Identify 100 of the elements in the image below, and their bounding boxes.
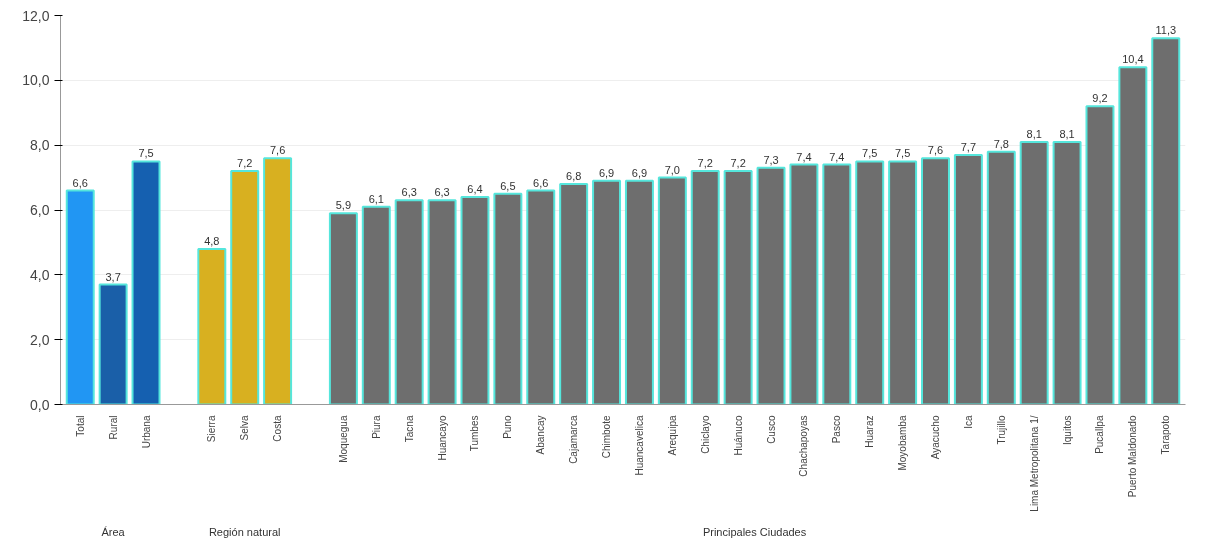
x-tick-label: Puno: [502, 415, 514, 439]
bar: [394, 199, 424, 405]
data-label: 7,2: [237, 157, 253, 170]
bar: [131, 160, 161, 405]
x-tick-label: Sierra: [206, 415, 218, 443]
y-tick-label: 8,0: [30, 137, 50, 154]
data-label: 10,4: [1122, 53, 1144, 66]
x-tick-label: Tacna: [403, 415, 415, 443]
data-label: 7,5: [138, 147, 154, 160]
data-label: 7,5: [862, 147, 878, 160]
data-label: 6,8: [566, 170, 582, 183]
x-tick-label: Urbana: [140, 415, 152, 449]
data-label: 6,3: [434, 186, 450, 199]
bar: [230, 170, 260, 405]
x-tick-label: Huánuco: [732, 415, 744, 456]
bar: [1118, 66, 1148, 405]
data-label: 5,9: [335, 199, 352, 212]
data-label: 6,4: [467, 183, 483, 196]
bar: [263, 157, 293, 405]
data-label: 11,3: [1155, 24, 1177, 37]
bar: [789, 163, 819, 405]
bar: [624, 179, 654, 405]
data-label: 6,9: [598, 166, 615, 179]
bar: [65, 189, 95, 405]
x-tick-label: Chimbote: [601, 415, 613, 459]
x-tick-label: Total: [74, 415, 86, 437]
bar: [427, 199, 457, 405]
x-tick-label: Cusco: [765, 415, 777, 444]
bar: [953, 153, 983, 405]
data-label: 3,7: [105, 270, 121, 283]
data-label: 7,2: [697, 157, 713, 170]
x-tick-label: Piura: [370, 415, 382, 439]
y-tick-label: 4,0: [30, 266, 50, 283]
x-tick-label: Abancay: [535, 415, 547, 455]
data-label: 9,2: [1092, 92, 1108, 105]
data-label: 7,8: [993, 137, 1009, 150]
data-label: 7,2: [730, 157, 746, 170]
bar: [921, 157, 950, 405]
bar: [986, 150, 1016, 405]
y-tick-label: 0,0: [30, 396, 50, 413]
x-tick-label: Moquegua: [337, 415, 349, 463]
data-label: 7,0: [664, 163, 680, 176]
data-label: 7,7: [960, 140, 977, 153]
x-tick-label: Arequipa: [666, 415, 678, 456]
y-tick-label: 2,0: [30, 331, 50, 348]
bar: [328, 212, 358, 405]
y-tick-label: 12,0: [22, 7, 50, 24]
x-tick-label: Iquitos: [1061, 415, 1073, 445]
bar: [1052, 140, 1082, 405]
x-tick-label: Rural: [107, 415, 119, 440]
bar: [756, 166, 786, 405]
x-tick-label: Tarapoto: [1160, 415, 1172, 455]
text: Área: [101, 525, 126, 538]
data-label: 6,6: [72, 176, 88, 189]
bar: [1151, 37, 1181, 405]
data-label: 7,4: [829, 150, 845, 163]
data-label: 7,5: [894, 147, 911, 160]
data-label: 7,6: [269, 144, 286, 157]
bar: [493, 192, 523, 405]
x-tick-label: Tumbes: [469, 415, 481, 452]
data-label: 7,4: [796, 150, 812, 163]
data-label: 6,5: [500, 179, 516, 192]
bar: [1019, 140, 1049, 405]
bar: [723, 170, 753, 405]
bar: [197, 247, 227, 405]
bar: [526, 189, 556, 405]
data-label: 8,1: [1026, 127, 1042, 140]
data-label: 6,1: [368, 192, 384, 205]
bar: [657, 176, 687, 405]
x-tick-label: Chachapoyas: [798, 415, 810, 477]
data-label: 6,3: [401, 186, 417, 199]
x-tick-label: Pasco: [831, 415, 843, 444]
bar: [592, 179, 622, 405]
bar: [822, 163, 852, 405]
bar: [98, 283, 128, 405]
data-label: 4,8: [204, 234, 220, 247]
x-tick-label: Puerto Maldonado: [1127, 415, 1139, 498]
bar: [559, 183, 589, 405]
bar: [1085, 105, 1115, 405]
y-tick-label: 10,0: [22, 72, 50, 89]
x-tick-label: Ica: [962, 415, 974, 429]
bar: [460, 196, 490, 405]
x-tick-label: Huaraz: [864, 415, 876, 448]
data-label: 6,6: [533, 176, 549, 189]
y-tick-label: 6,0: [30, 202, 50, 218]
bar: [361, 205, 391, 405]
x-tick-label: Pucallpa: [1094, 415, 1106, 454]
x-tick-label: Chiclayo: [699, 415, 711, 454]
x-tick-label: Ayacucho: [930, 415, 941, 460]
x-tick-label: Moyobamba: [897, 415, 909, 471]
bar: [888, 160, 918, 405]
text: Región natural: [208, 525, 281, 538]
bar: [855, 160, 885, 405]
x-tick-label: Trujillo: [995, 415, 1007, 445]
data-label: 7,6: [927, 144, 944, 157]
data-label: 6,9: [631, 166, 648, 179]
x-tick-label: Lima Metropolitana 1/: [1028, 415, 1040, 512]
x-tick-label: Cajamarca: [568, 415, 580, 464]
data-label: 8,1: [1059, 127, 1075, 140]
text: Principales Ciudades: [702, 525, 807, 538]
